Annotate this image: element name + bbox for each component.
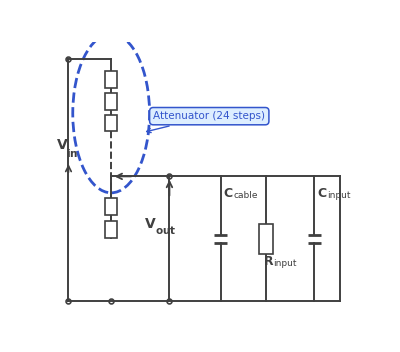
- Text: input: input: [273, 259, 297, 268]
- Text: $\mathbf{V}$: $\mathbf{V}$: [56, 138, 68, 152]
- Text: $\mathbf{V}$: $\mathbf{V}$: [144, 218, 156, 232]
- Text: Attenuator (24 steps): Attenuator (24 steps): [147, 111, 265, 133]
- Text: $\mathbf{R}$: $\mathbf{R}$: [263, 255, 275, 268]
- Text: input: input: [327, 191, 351, 200]
- FancyBboxPatch shape: [105, 71, 117, 88]
- FancyBboxPatch shape: [105, 198, 117, 215]
- FancyBboxPatch shape: [259, 224, 273, 254]
- Text: cable: cable: [234, 191, 258, 200]
- FancyBboxPatch shape: [105, 221, 117, 238]
- Text: $\mathbf{C}$: $\mathbf{C}$: [317, 187, 328, 200]
- Text: $\mathbf{out}$: $\mathbf{out}$: [155, 224, 176, 236]
- FancyBboxPatch shape: [105, 93, 117, 109]
- FancyBboxPatch shape: [105, 114, 117, 132]
- Text: $\mathbf{C}$: $\mathbf{C}$: [224, 187, 234, 200]
- Text: $\mathbf{in}$: $\mathbf{in}$: [66, 146, 78, 159]
